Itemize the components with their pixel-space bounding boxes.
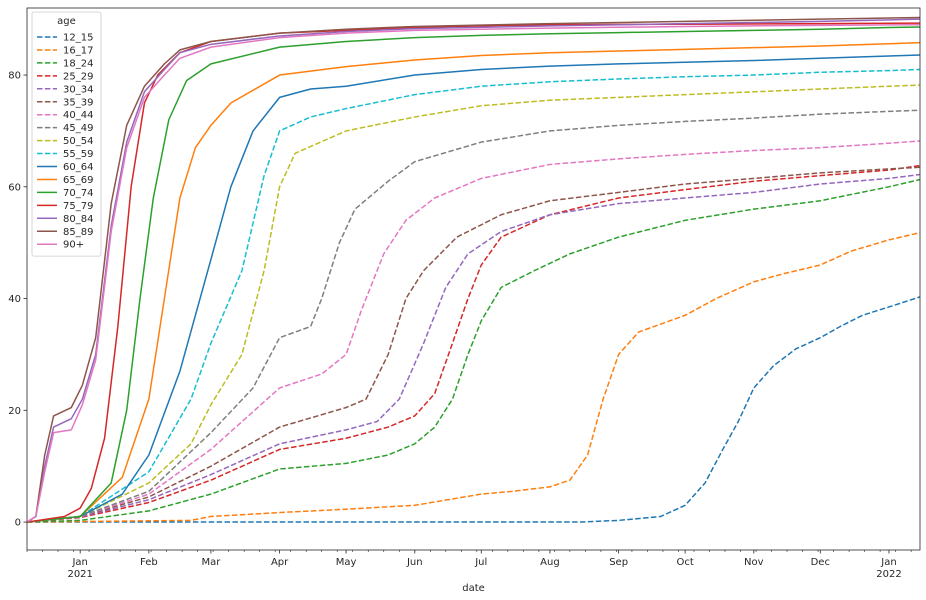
legend-label: 18_24 [63,58,93,69]
legend-label: 25_29 [63,71,93,82]
series-line-55-59 [26,68,921,523]
x-tick-label: Jan [880,557,896,568]
x-tick-label: Jun [406,557,423,568]
x-tick-label: Oct [676,557,693,568]
series-line-30-34 [26,173,921,523]
y-tick-label: 80 [8,71,21,82]
series-line-50-54 [26,84,921,523]
y-tick-label: 40 [8,294,21,305]
series-lines [26,16,921,523]
legend-title: age [57,16,76,27]
x-tick-label: Jan [71,557,87,568]
x-tick-label: Sep [609,557,628,568]
y-tick-label: 0 [15,518,21,529]
series-line-45-49 [26,109,921,523]
series-line-85-89 [26,16,921,523]
x-tick-label: Jul [474,557,487,568]
legend-label: 30_34 [63,84,93,95]
series-line-25-29 [26,164,921,523]
legend-label: 35_39 [63,97,93,108]
x-tick-label: Aug [540,557,560,568]
series-line-16-17 [26,231,921,523]
plot-frame [26,7,921,551]
legend-label: 90+ [63,240,84,251]
legend-label: 50_54 [63,136,93,147]
y-axis: 0 20 40 60 80 [8,71,27,529]
series-line-80-84 [26,18,921,523]
legend-label: 65_69 [63,175,93,186]
series-line-65-69 [26,41,921,523]
x-tick-label: Dec [811,557,830,568]
legend-label: 45_49 [63,123,93,134]
series-line-12-15 [27,296,921,523]
x-tick-label: Nov [744,557,764,568]
x-tick-label: Feb [140,557,158,568]
legend-label: 40_44 [63,110,93,121]
series-line-70-74 [26,26,921,523]
y-tick-label: 60 [8,182,21,193]
legend-label: 12_15 [63,33,93,44]
series-line-18-24 [26,178,921,523]
legend-label: 60_64 [63,162,93,173]
legend-box [31,11,102,257]
x-axis-label: date [462,583,485,594]
x-tick-label: Mar [201,557,221,568]
legend-label: 85_89 [63,227,93,238]
legend-label: 75_79 [63,201,93,212]
legend-label: 55_59 [63,149,93,160]
y-tick-label: 20 [8,406,21,417]
series-line-40-44 [26,140,921,523]
series-line-35-39 [26,166,921,523]
x-tick-label: May [336,557,357,568]
x-tick-label: Apr [271,557,289,568]
x-tick-year-label: 2021 [67,569,92,580]
series-line-90plus [26,24,921,523]
legend-label: 70_74 [63,188,93,199]
legend-label: 16_17 [63,45,93,56]
series-line-60-64 [26,54,921,523]
legend-label: 80_84 [63,214,93,225]
x-tick-year-label: 2022 [876,569,901,580]
